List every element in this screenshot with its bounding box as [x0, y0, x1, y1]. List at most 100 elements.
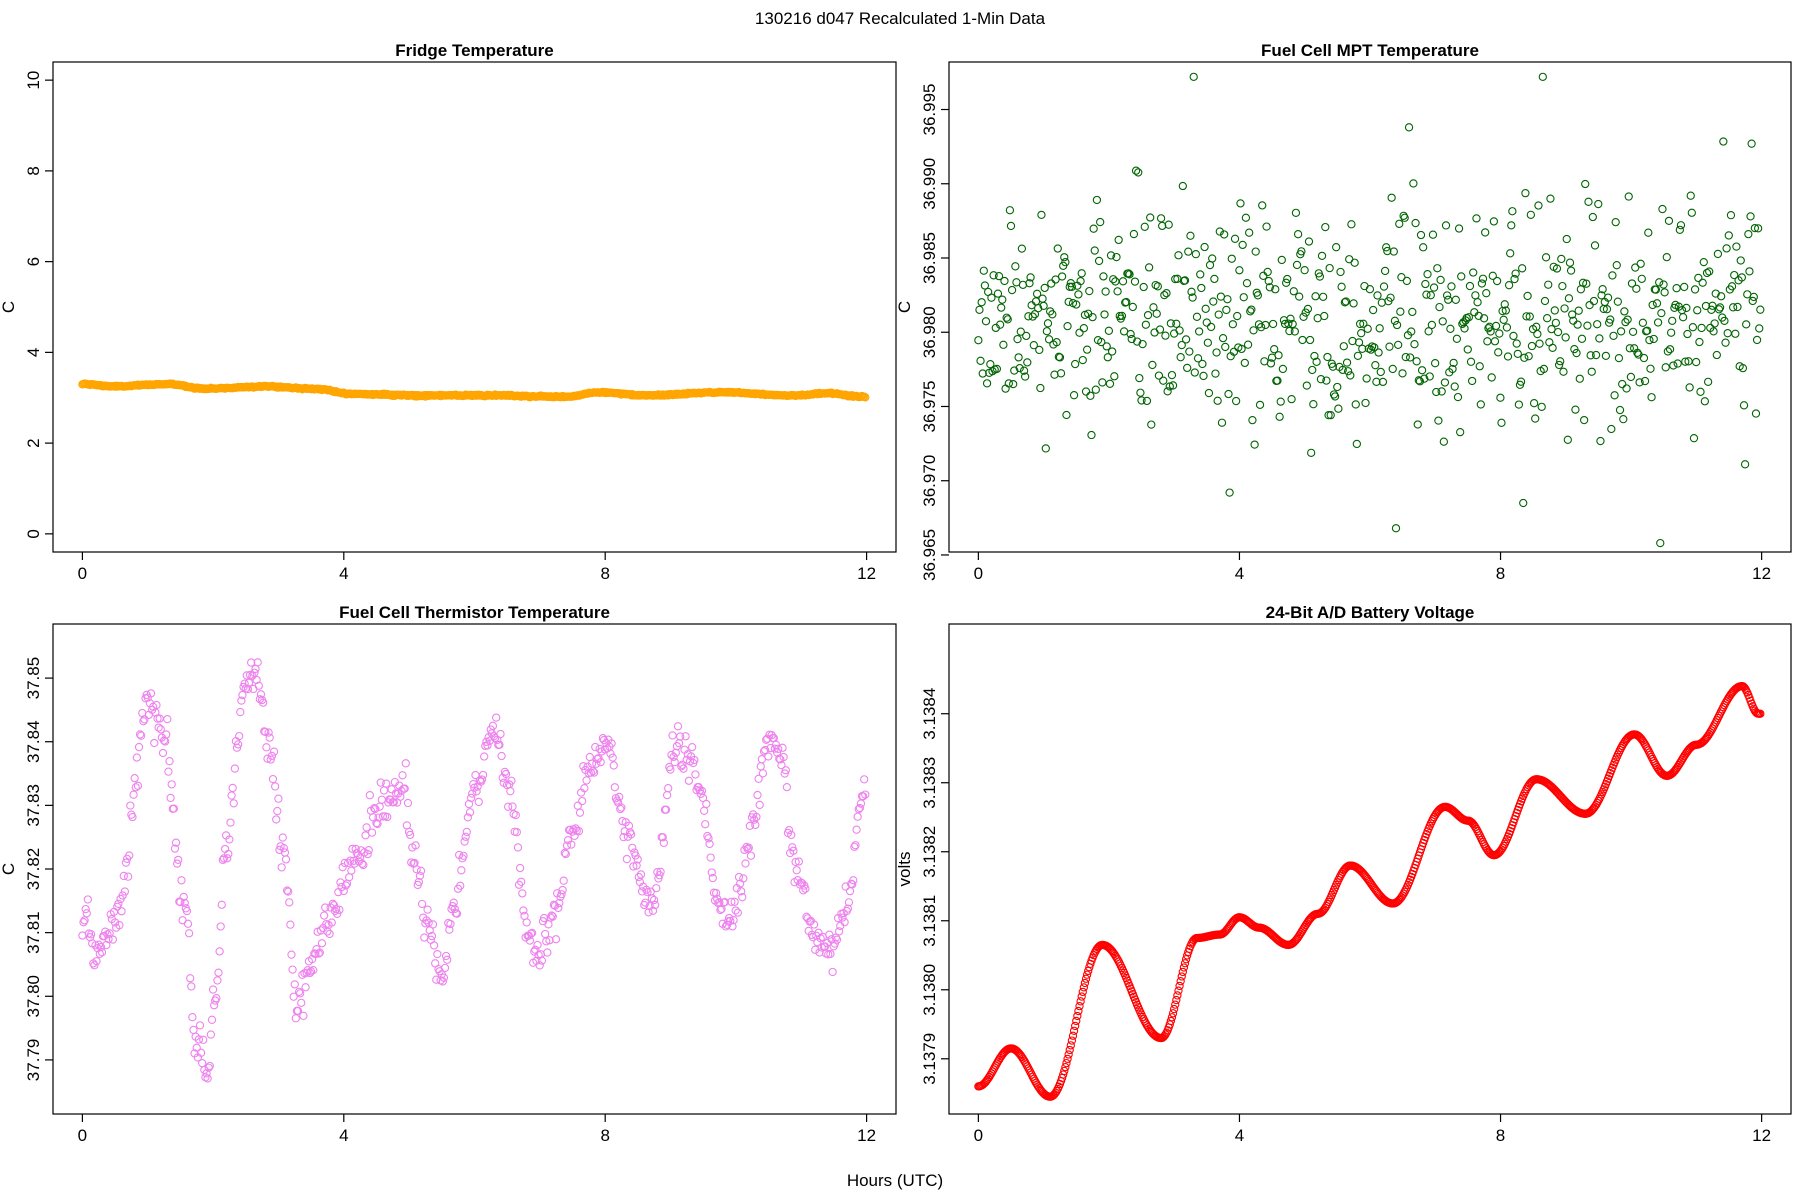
data-point — [1338, 365, 1347, 375]
x-tick-label: 4 — [339, 1126, 348, 1145]
data-point — [294, 987, 304, 997]
data-point — [1539, 364, 1549, 374]
data-point — [1415, 377, 1425, 386]
data-point — [1023, 358, 1032, 367]
data-point — [249, 684, 258, 694]
data-point — [1547, 324, 1556, 334]
data-point — [227, 791, 236, 800]
data-point — [1640, 376, 1650, 386]
data-point — [1477, 279, 1487, 288]
data-point — [678, 760, 687, 769]
data-point — [1158, 221, 1167, 231]
data-point — [1191, 250, 1201, 259]
data-point — [429, 941, 439, 950]
data-point — [1724, 231, 1733, 240]
data-point — [1739, 401, 1749, 410]
data-point — [1636, 259, 1645, 268]
data-point — [801, 884, 810, 893]
data-point — [720, 897, 729, 907]
data-point — [1200, 242, 1209, 252]
data-point — [738, 893, 747, 902]
data-point — [1264, 276, 1273, 286]
data-point — [1577, 334, 1587, 343]
y-tick-label: 36.970 — [920, 455, 939, 507]
data-point — [242, 671, 251, 680]
data-point — [1672, 284, 1681, 293]
data-point — [656, 867, 665, 876]
data-point — [296, 989, 305, 998]
data-point — [1077, 269, 1086, 278]
data-point — [1288, 319, 1297, 329]
data-point — [286, 920, 295, 929]
y-tick-label: 4 — [24, 348, 43, 357]
data-point — [1438, 317, 1447, 326]
data-point — [1109, 275, 1118, 284]
data-point — [1183, 363, 1192, 373]
data-point — [90, 961, 99, 970]
data-point — [495, 740, 504, 749]
x-tick-label: 0 — [78, 1126, 87, 1145]
data-point — [1376, 367, 1385, 377]
data-point — [1426, 291, 1435, 300]
data-point — [1015, 363, 1024, 373]
data-point — [1450, 382, 1459, 391]
data-point — [1635, 378, 1644, 387]
data-point — [1156, 214, 1166, 223]
data-point — [726, 916, 735, 926]
x-tick-label: 12 — [857, 564, 876, 583]
data-point — [826, 949, 835, 959]
data-point — [756, 762, 765, 771]
plot-frame — [948, 623, 1792, 1115]
data-point — [527, 928, 537, 938]
data-point — [1322, 376, 1331, 385]
data-point — [558, 885, 567, 895]
data-point — [1092, 195, 1102, 205]
data-point — [376, 778, 385, 787]
data-point — [172, 859, 182, 868]
data-point — [1130, 277, 1140, 286]
data-point — [1407, 327, 1416, 336]
data-point — [1571, 405, 1580, 414]
data-point — [591, 742, 600, 752]
data-point — [644, 908, 653, 917]
data-point — [622, 854, 631, 864]
data-point — [1472, 214, 1481, 223]
data-series — [78, 379, 870, 402]
data-point — [314, 949, 323, 958]
data-point — [236, 707, 245, 717]
data-point — [729, 916, 738, 925]
data-point — [1230, 234, 1240, 243]
data-point — [1620, 307, 1629, 316]
data-point — [992, 364, 1002, 374]
data-point — [1733, 302, 1742, 312]
data-point — [336, 878, 345, 887]
data-point — [1003, 315, 1012, 324]
data-point — [235, 731, 244, 741]
data-point — [1586, 351, 1595, 360]
data-point — [711, 888, 721, 898]
data-point — [210, 1001, 219, 1010]
data-point — [799, 886, 808, 895]
data-point — [1738, 363, 1748, 373]
data-point — [1293, 230, 1303, 239]
x-tick-label: 8 — [1496, 564, 1505, 583]
data-point — [1114, 235, 1123, 245]
data-point — [1697, 323, 1706, 333]
data-point — [1564, 294, 1574, 303]
data-point — [383, 812, 392, 822]
data-point — [1664, 216, 1674, 226]
data-point — [79, 918, 88, 927]
x-tick-label: 4 — [1235, 1126, 1244, 1145]
data-point — [1176, 353, 1185, 362]
data-point — [1002, 313, 1011, 322]
data-point — [1737, 273, 1746, 282]
data-point — [1302, 381, 1311, 390]
data-point — [1066, 1041, 1075, 1050]
data-point — [365, 791, 375, 800]
data-point — [204, 1063, 213, 1072]
data-point — [244, 678, 254, 687]
data-point — [1076, 276, 1085, 286]
data-point — [1514, 400, 1524, 409]
data-point — [1538, 72, 1547, 81]
data-point — [993, 289, 1003, 298]
